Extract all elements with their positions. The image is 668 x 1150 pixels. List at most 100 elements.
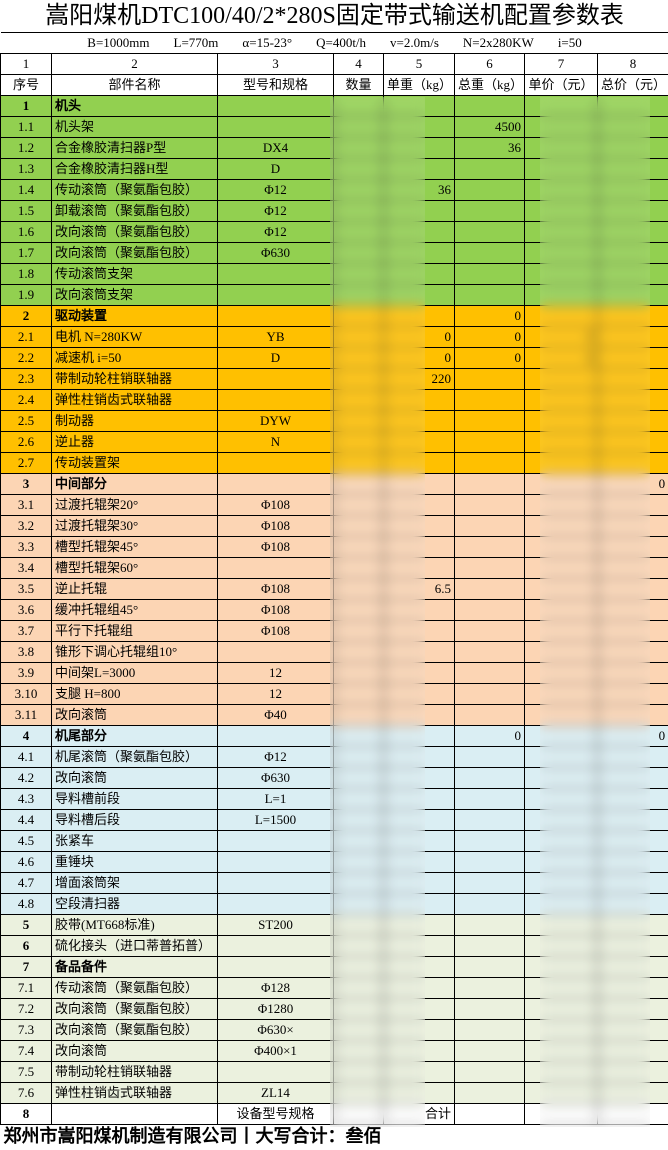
total-price	[596, 578, 668, 600]
total-price	[596, 1061, 668, 1083]
model-spec	[217, 305, 334, 327]
table-row: 1.8 传动滚筒支架	[0, 263, 668, 285]
quantity	[333, 1061, 384, 1083]
total-price	[596, 935, 668, 957]
quantity	[333, 767, 384, 789]
row-number: 3.9	[0, 662, 52, 684]
quantity	[333, 1082, 384, 1104]
total-weight	[454, 641, 525, 663]
quantity	[333, 620, 384, 642]
header-row: 序号 部件名称 型号和规格 数量 单重（kg） 总重（kg） 单价（元） 总价（元）	[0, 74, 668, 96]
table-row: 5 胶带(MT668标准) ST200	[0, 914, 668, 936]
unit-price	[524, 452, 598, 474]
total-weight	[454, 221, 525, 243]
row-number: 4.1	[0, 746, 52, 768]
total-weight	[454, 830, 525, 852]
table-row: 4.4 导料槽后段 L=1500	[0, 809, 668, 831]
part-name: 张紧车	[51, 830, 218, 852]
total-price	[596, 683, 668, 705]
unit-weight	[383, 452, 455, 474]
section-row: 3 中间部分 0	[0, 473, 668, 495]
model-spec	[217, 389, 334, 411]
unit-price	[524, 305, 598, 327]
unit-price	[524, 368, 598, 390]
unit-price	[524, 914, 598, 936]
part-name: 平行下托辊组	[51, 620, 218, 642]
unit-price	[524, 389, 598, 411]
quantity	[333, 452, 384, 474]
total-weight	[454, 893, 525, 915]
unit-weight	[383, 263, 455, 285]
part-name: 机头架	[51, 116, 218, 138]
total-price	[596, 557, 668, 579]
row-number: 2.1	[0, 326, 52, 348]
table-row: 7.4 改向滚筒 Φ400×1	[0, 1040, 668, 1062]
total-weight	[454, 599, 525, 621]
model-spec: Φ12	[217, 746, 334, 768]
table-row: 3.2 过渡托辊架30° Φ108	[0, 515, 668, 537]
unit-price	[524, 242, 598, 264]
table-row: 4.1 机尾滚筒（聚氨酯包胶） Φ12	[0, 746, 668, 768]
part-name: 空段清扫器	[51, 893, 218, 915]
unit-price	[524, 536, 598, 558]
part-name: 中间架L=3000	[51, 662, 218, 684]
unit-weight	[383, 200, 455, 222]
model-spec: YB	[217, 326, 334, 348]
part-name: 改向滚筒（聚氨酯包胶）	[51, 221, 218, 243]
quantity	[333, 977, 384, 999]
model-spec	[217, 116, 334, 138]
unit-weight	[383, 242, 455, 264]
unit-weight	[383, 158, 455, 180]
table-row: 3.5 逆止托辊 Φ108 6.5	[0, 578, 668, 600]
model-spec: Φ630	[217, 767, 334, 789]
part-name: 槽型托辊架45°	[51, 536, 218, 558]
row-number: 1.8	[0, 263, 52, 285]
model-spec	[217, 872, 334, 894]
total-price	[596, 326, 668, 348]
unit-price: 0	[524, 326, 598, 348]
unit-weight	[383, 662, 455, 684]
quantity	[333, 200, 384, 222]
row-number: 3.8	[0, 641, 52, 663]
column-number: 1	[0, 53, 52, 75]
model-spec: Φ12	[217, 179, 334, 201]
unit-weight	[383, 620, 455, 642]
column-header: 部件名称	[51, 74, 218, 96]
model-spec: D	[217, 158, 334, 180]
quantity	[333, 515, 384, 537]
quantity	[333, 158, 384, 180]
quantity	[333, 242, 384, 264]
sheet-title: 嵩阳煤机DTC100/40/2*280S固定带式输送机配置参数表	[0, 0, 668, 33]
total-price	[596, 284, 668, 306]
part-name: 传动装置架	[51, 452, 218, 474]
quantity	[333, 494, 384, 516]
part-name: 缓冲托辊组45°	[51, 599, 218, 621]
unit-weight	[383, 221, 455, 243]
unit-price	[524, 515, 598, 537]
quantity	[333, 1103, 384, 1125]
model-spec	[217, 1061, 334, 1083]
unit-weight	[383, 914, 455, 936]
unit-weight	[383, 893, 455, 915]
part-name: 带制动轮柱销联轴器	[51, 1061, 218, 1083]
row-number: 1.2	[0, 137, 52, 159]
table-row: 2.6 逆止器 N	[0, 431, 668, 453]
part-name: 改向滚筒（聚氨酯包胶）	[51, 242, 218, 264]
table-row: 4.6 重锤块	[0, 851, 668, 873]
table-row: 7.3 改向滚筒（聚氨酯包胶） Φ630×	[0, 1019, 668, 1041]
total-weight	[454, 536, 525, 558]
footer-company-total: 郑州市嵩阳煤机制造有限公司丨大写合计：叁佰	[0, 1124, 668, 1147]
table-row: 1.3 合金橡胶清扫器H型 D	[0, 158, 668, 180]
parameter: i=50	[557, 35, 582, 50]
part-name: 制动器	[51, 410, 218, 432]
table-row: 7.1 传动滚筒（聚氨酯包胶） Φ128	[0, 977, 668, 999]
total-weight	[454, 683, 525, 705]
model-spec: N	[217, 431, 334, 453]
table-row: 3.8 锥形下调心托辊组10°	[0, 641, 668, 663]
unit-price	[524, 179, 598, 201]
unit-price	[524, 809, 598, 831]
model-spec	[217, 368, 334, 390]
table-row: 4.8 空段清扫器	[0, 893, 668, 915]
model-spec: ZL14	[217, 1082, 334, 1104]
row-number: 7	[0, 956, 52, 978]
